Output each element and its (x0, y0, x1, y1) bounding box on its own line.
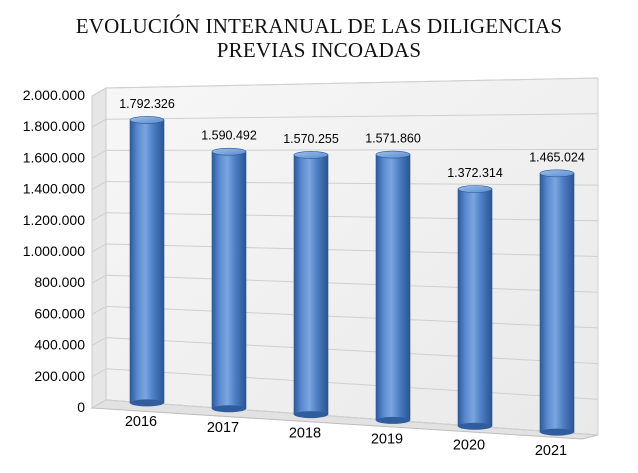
bar-body (457, 188, 493, 427)
bar-body (211, 151, 247, 410)
y-tick-label: 1.600.000 (23, 149, 85, 165)
bar-top (375, 150, 411, 159)
x-tick-label: 2021 (535, 443, 567, 459)
bar-value-label: 1.792.326 (119, 97, 175, 111)
x-tick-label: 2019 (371, 431, 403, 447)
gridline (105, 148, 599, 151)
bar-body (375, 154, 411, 421)
gridline (105, 113, 599, 120)
gridline-side (91, 87, 107, 97)
x-tick-label: 2018 (289, 426, 321, 442)
bar-value-label: 1.570.255 (283, 132, 339, 146)
bar-base (458, 422, 492, 430)
bar-top (211, 147, 247, 156)
bar-base (376, 416, 410, 424)
x-tick-label: 2017 (207, 420, 239, 436)
gridline-side (91, 149, 107, 159)
bar (375, 150, 411, 424)
bar-value-label: 1.372.314 (447, 166, 503, 180)
gridline (105, 368, 599, 400)
bar-base (212, 405, 246, 413)
y-tick-label: 1.400.000 (23, 181, 85, 197)
gridline-side (91, 118, 107, 128)
chart-back-wall (105, 77, 599, 436)
gridline (105, 274, 599, 293)
bar-top (129, 116, 165, 124)
bar-top (539, 169, 575, 178)
bar (129, 116, 165, 407)
gridline-side (91, 243, 107, 253)
gridline (105, 305, 599, 329)
bar-value-label: 1.571.860 (365, 132, 421, 146)
bar-body (539, 173, 575, 433)
y-tick-label: 0 (77, 399, 85, 415)
bar-body (293, 154, 329, 415)
y-tick-label: 1.800.000 (23, 118, 85, 134)
bar-base (130, 399, 164, 407)
x-tick-label: 2020 (453, 437, 485, 453)
bar-base (294, 411, 328, 419)
y-tick-label: 1.000.000 (23, 243, 85, 259)
bar-top (457, 185, 493, 193)
bar (539, 169, 575, 436)
gridline-side (91, 368, 107, 378)
bar (211, 147, 247, 413)
chart-title-line-2: PREVIAS INCOADAS (216, 38, 422, 62)
bar-base (540, 428, 574, 436)
bar (293, 151, 329, 419)
gridline (105, 399, 599, 436)
gridline (105, 243, 599, 257)
gridline (105, 337, 599, 365)
y-tick-label: 200.000 (34, 368, 85, 384)
bar-top (293, 151, 329, 159)
gridline (105, 212, 599, 222)
gridline-side (91, 274, 107, 284)
y-tick-label: 2.000.000 (23, 87, 85, 103)
gridline-side (91, 305, 107, 315)
x-tick-label: 2016 (125, 414, 157, 430)
gridline-side (91, 212, 107, 222)
bar-value-label: 1.465.024 (529, 150, 585, 164)
bar-body (129, 119, 165, 404)
bar (457, 185, 493, 430)
bar-value-label: 1.590.492 (201, 129, 257, 143)
gridline-side (91, 181, 107, 191)
gridline-side (91, 399, 107, 409)
gridline-side (91, 337, 107, 347)
y-tick-label: 600.000 (34, 305, 85, 321)
y-tick-label: 400.000 (34, 337, 85, 353)
gridline (105, 181, 599, 186)
gridline (105, 77, 599, 89)
y-tick-label: 1.200.000 (23, 212, 85, 228)
chart-title-line-1: EVOLUCIÓN INTERANUAL DE LAS DILIGENCIAS (75, 14, 563, 38)
y-tick-label: 800.000 (34, 274, 85, 290)
